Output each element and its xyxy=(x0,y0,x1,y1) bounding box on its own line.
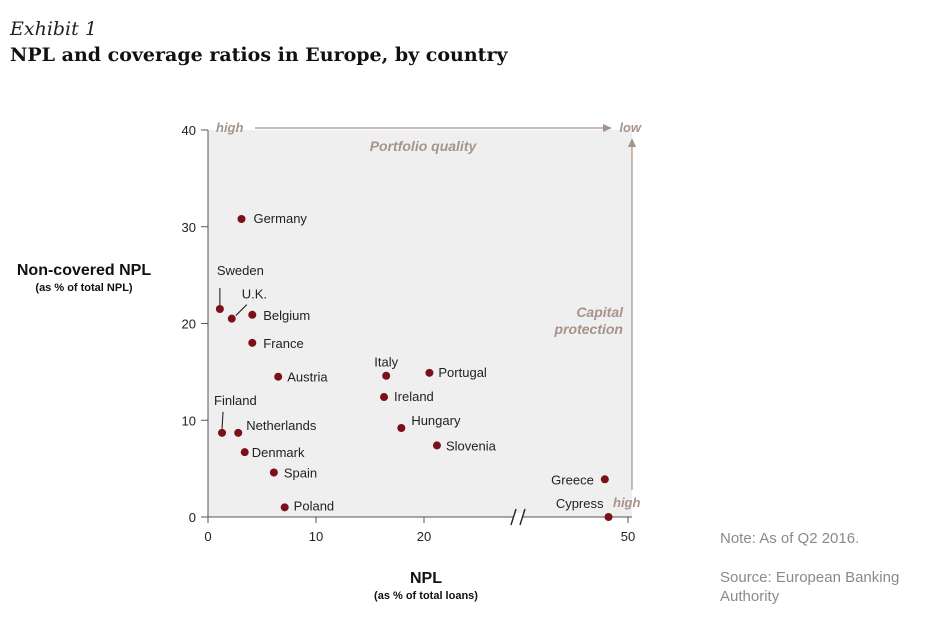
point-label: Austria xyxy=(287,370,328,385)
chart-source: Source: European Banking Authority xyxy=(720,569,900,605)
point-label: U.K. xyxy=(242,287,267,302)
x-tick-label: 50 xyxy=(621,529,635,544)
portfolio-quality-label: Portfolio quality xyxy=(370,138,478,154)
x-axis-label-main: NPL xyxy=(410,570,442,587)
x-axis-break xyxy=(510,508,526,526)
x-tick-label: 10 xyxy=(309,529,323,544)
point-marker xyxy=(432,441,441,450)
capital-arrow-head xyxy=(628,138,636,147)
point-label: Greece xyxy=(551,472,594,487)
chart-note: Note: As of Q2 2016. xyxy=(720,530,860,547)
point-label: Denmark xyxy=(252,445,305,460)
point-label: Ireland xyxy=(394,389,434,404)
point-label: Cypress xyxy=(556,496,604,511)
data-point-france: France xyxy=(248,336,304,351)
capital-protection-label: protection xyxy=(554,321,623,337)
x-axis: 0 10 20 50 xyxy=(204,508,635,544)
leader-line xyxy=(221,411,224,429)
point-marker xyxy=(382,371,391,380)
data-point-germany: Germany xyxy=(237,211,307,226)
data-point-ireland: Ireland xyxy=(380,389,434,404)
data-point-netherlands: Netherlands xyxy=(234,418,317,437)
chart-title: NPL and coverage ratios in Europe, by co… xyxy=(10,44,508,66)
quality-high-label: high xyxy=(216,120,243,135)
data-point-cypress: Cypress xyxy=(556,496,613,521)
leader-line xyxy=(235,304,248,317)
point-label: Italy xyxy=(374,355,398,370)
x-tick-label: 0 xyxy=(204,529,211,544)
point-marker xyxy=(269,468,278,477)
axis-break-slash xyxy=(519,508,526,526)
data-point-belgium: Belgium xyxy=(248,308,310,323)
y-axis-label-sub: (as % of total NPL) xyxy=(35,282,133,294)
y-axis-label: Non-covered NPL (as % of total NPL) xyxy=(10,262,158,294)
point-label: Portugal xyxy=(438,365,487,380)
data-point-greece: Greece xyxy=(551,472,609,487)
point-marker xyxy=(274,372,283,381)
point-marker xyxy=(397,423,406,432)
point-marker xyxy=(425,368,434,377)
y-tick-label: 10 xyxy=(182,413,196,428)
axis-break-gap xyxy=(513,513,523,521)
y-tick-label: 0 xyxy=(189,510,196,525)
x-tick-label: 20 xyxy=(417,529,431,544)
point-marker xyxy=(240,448,249,457)
y-tick-label: 20 xyxy=(182,317,196,332)
point-label: Netherlands xyxy=(246,418,317,433)
capital-high-label: high xyxy=(613,495,640,510)
point-marker xyxy=(604,513,613,521)
data-point-sweden: Sweden xyxy=(215,263,264,313)
quality-low-label: low xyxy=(619,120,642,135)
axis-break-slash xyxy=(510,508,517,526)
data-point-slovenia: Slovenia xyxy=(432,438,497,453)
point-marker xyxy=(248,310,257,319)
point-marker xyxy=(248,338,257,347)
point-marker xyxy=(227,314,236,323)
y-tick-label: 40 xyxy=(182,123,196,138)
point-marker xyxy=(215,304,224,313)
point-marker xyxy=(218,428,227,437)
point-label: Poland xyxy=(294,498,334,513)
point-marker xyxy=(280,503,289,512)
point-marker xyxy=(600,475,609,484)
point-marker xyxy=(237,215,246,224)
y-axis-label-main: Non-covered NPL xyxy=(16,262,152,279)
capital-protection-label: Capital xyxy=(576,304,624,320)
point-label: Spain xyxy=(284,465,317,480)
exhibit-label: Exhibit 1 xyxy=(10,18,97,40)
data-point-hungary: Hungary xyxy=(397,413,461,432)
data-point-austria: Austria xyxy=(274,370,328,385)
point-label: Finland xyxy=(214,393,257,408)
data-point-spain: Spain xyxy=(269,465,317,480)
y-axis: 0 10 20 30 40 xyxy=(182,123,209,525)
data-points: Germany Sweden U.K. Belgium France Austria Ita… xyxy=(214,211,613,521)
point-label: Sweden xyxy=(217,263,264,278)
point-label: Slovenia xyxy=(446,438,497,453)
annotations: high low Portfolio quality Capitalprotectio… xyxy=(216,120,642,510)
data-point-portugal: Portugal xyxy=(425,365,487,380)
point-marker xyxy=(234,428,243,437)
data-point-poland: Poland xyxy=(280,498,334,513)
point-marker xyxy=(380,393,389,402)
plot-area xyxy=(208,130,632,517)
y-tick-label: 30 xyxy=(182,220,196,235)
data-point-finland: Finland xyxy=(214,393,257,437)
quality-arrow-head xyxy=(603,124,612,132)
data-point-denmark: Denmark xyxy=(240,445,305,460)
point-label: Germany xyxy=(253,211,307,226)
point-label: Belgium xyxy=(263,308,310,323)
x-axis-label-sub: (as % of total loans) xyxy=(374,590,478,602)
data-point-uk: U.K. xyxy=(227,287,267,323)
data-point-italy: Italy xyxy=(374,355,399,380)
x-axis-label: NPL (as % of total loans) xyxy=(346,570,506,602)
point-label: Hungary xyxy=(411,413,461,428)
point-label: France xyxy=(263,336,303,351)
